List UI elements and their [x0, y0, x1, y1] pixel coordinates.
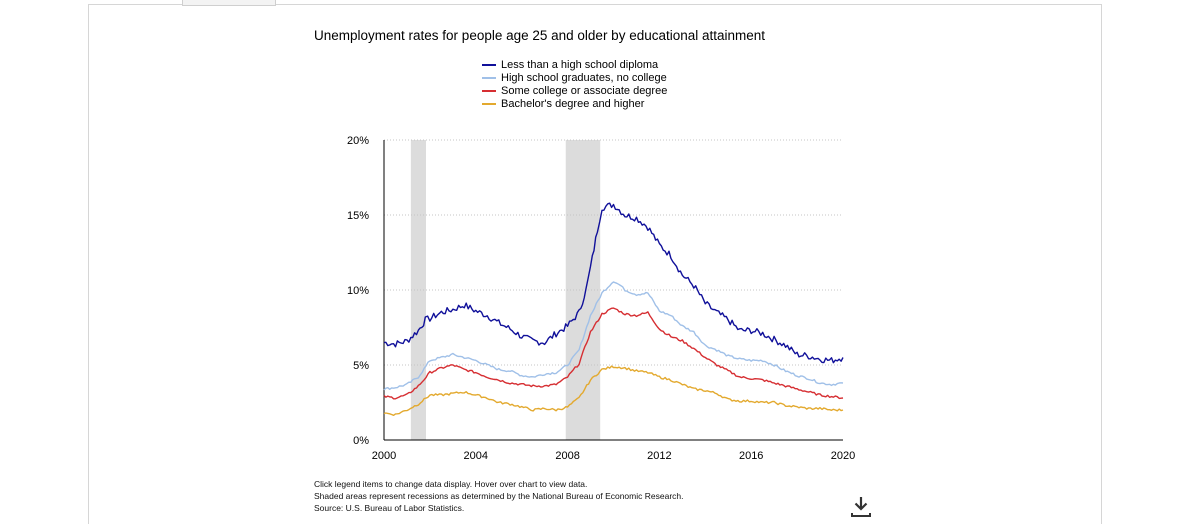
x-tick-label: 2000 [372, 450, 396, 462]
legend-swatch [482, 76, 496, 79]
note-instructions: Click legend items to change data displa… [314, 479, 588, 489]
note-source: Source: U.S. Bureau of Labor Statistics. [314, 503, 465, 513]
chart-title: Unemployment rates for people age 25 and… [314, 28, 766, 43]
legend-label: Some college or associate degree [501, 84, 668, 97]
chart-notes: Click legend items to change data displa… [314, 478, 683, 514]
series-line [383, 281, 844, 391]
legend-swatch [482, 102, 496, 105]
x-tick-label: 2004 [464, 450, 488, 462]
legend-item-some-college[interactable]: Some college or associate degree [482, 84, 667, 97]
y-tick-label: 5% [353, 360, 369, 372]
chart-frame [88, 4, 1102, 524]
download-icon[interactable] [848, 494, 874, 520]
series-line [383, 307, 844, 400]
legend-label: Bachelor's degree and higher [501, 97, 645, 110]
legend-label: High school graduates, no college [501, 71, 667, 84]
tab-strip[interactable] [182, 0, 276, 6]
y-tick-label: 15% [347, 210, 369, 222]
series-line [383, 365, 844, 416]
x-tick-label: 2016 [739, 450, 763, 462]
note-recessions: Shaded areas represent recessions as det… [314, 491, 684, 501]
y-tick-label: 20% [347, 135, 369, 147]
legend-label: Less than a high school diploma [501, 58, 659, 71]
legend: Less than a high school diploma High sch… [482, 58, 667, 110]
legend-swatch [482, 89, 496, 92]
legend-swatch [482, 63, 496, 66]
legend-item-hs-grad[interactable]: High school graduates, no college [482, 71, 667, 84]
x-tick-label: 2012 [647, 450, 671, 462]
x-tick-label: 2020 [831, 450, 855, 462]
y-tick-label: 0% [353, 435, 369, 447]
x-tick-label: 2008 [555, 450, 579, 462]
legend-item-bachelors[interactable]: Bachelor's degree and higher [482, 97, 667, 110]
legend-item-less-than-hs[interactable]: Less than a high school diploma [482, 58, 667, 71]
y-tick-label: 10% [347, 285, 369, 297]
series-line [383, 202, 844, 364]
